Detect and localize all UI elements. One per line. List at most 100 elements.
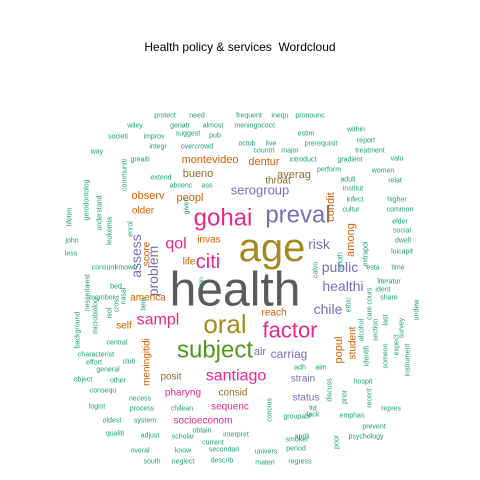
word-survey: survey: [399, 317, 406, 338]
word-posit: posit: [160, 372, 181, 383]
word-status: status: [293, 393, 320, 404]
word-undew: undew: [414, 299, 421, 321]
word-non: non: [199, 277, 206, 289]
word-recent: recent: [367, 388, 374, 408]
word-instrument: instrument: [405, 344, 412, 377]
word-air: air: [254, 346, 267, 358]
word-lack: lack: [307, 412, 320, 419]
word-live: live: [266, 141, 277, 148]
word-peopl: peopl: [177, 192, 204, 204]
word-treatment: treatment: [355, 148, 385, 155]
word-public: public: [322, 259, 359, 275]
word-alcohol: alcohol: [359, 318, 366, 341]
word-frequent: frequent: [236, 113, 262, 120]
word-calvo: calvo: [313, 262, 320, 278]
word-repres: repres: [381, 406, 401, 413]
word-characterist: characterist: [78, 352, 114, 359]
word-preval: preval: [265, 202, 330, 229]
word-gerodontolog: gerodontolog: [84, 179, 91, 220]
word-oral: oral: [203, 309, 246, 339]
word-life: life: [183, 257, 196, 268]
word-expect: expect: [394, 335, 401, 356]
word-pub: pub: [209, 133, 221, 140]
word-ethic: ethic: [346, 297, 353, 312]
word-observ: observ: [131, 190, 165, 202]
word-self: self: [116, 321, 132, 332]
word-qol: qol: [165, 236, 186, 253]
word-ltd: ltd: [309, 406, 317, 413]
word-understand: understand: [97, 195, 104, 230]
word-lifetim: lifetim: [67, 208, 74, 226]
word-among: among: [345, 223, 357, 257]
chart-title: Health policy & services Wordcloud: [144, 40, 336, 54]
word-discuss: discuss: [327, 378, 334, 402]
word-effort: effort: [86, 360, 102, 367]
word-system: system: [134, 418, 156, 425]
word-interpret: interpret: [223, 432, 249, 439]
word-ident: ident: [375, 287, 390, 294]
word-elder: elder: [392, 219, 408, 226]
word-aim: aim: [315, 365, 326, 372]
word-serogroup: serogroup: [231, 183, 290, 198]
word-institut: institut: [343, 186, 363, 193]
word-student: student: [348, 326, 359, 359]
word-identifi: identifi: [364, 345, 371, 366]
word-someon: someon: [383, 343, 390, 368]
word-protect: protect: [154, 113, 175, 120]
word-literatur: literatur: [377, 279, 401, 286]
word-microbiolog: microbiolog: [93, 298, 100, 334]
word-current: current: [202, 440, 224, 447]
word-prior: prior: [342, 389, 349, 404]
word-healthi: healthi: [322, 278, 363, 294]
word-almost: almost: [203, 123, 224, 130]
word-popul: popul: [333, 337, 345, 364]
word-regress: regress: [288, 459, 312, 466]
word-logist: logist: [89, 404, 105, 411]
word-communiti: communiti: [122, 159, 129, 191]
word-gohai: gohai: [194, 205, 253, 232]
word-general: general: [96, 367, 120, 374]
word-need: need: [189, 113, 205, 120]
word-meningococc: meningococc: [234, 123, 276, 130]
word-qualiti: qualiti: [106, 431, 125, 438]
word-report: report: [357, 138, 375, 145]
word-octob: octob: [238, 141, 255, 148]
word-improv: improv: [143, 134, 165, 141]
word-leukemia: leukemia: [107, 217, 114, 245]
word-geriatr: geriatr: [170, 123, 191, 130]
word-societi: societi: [108, 134, 128, 141]
word-secondari: secondari: [209, 447, 240, 454]
word-factor: factor: [262, 318, 317, 343]
word-cross: cross: [114, 295, 121, 312]
word-south: south: [143, 459, 160, 466]
word-hospit: hospit: [354, 379, 373, 386]
word-time: time: [391, 265, 404, 272]
word-pharyng: pharyng: [165, 388, 201, 399]
word-oldest: oldest: [103, 418, 122, 425]
word-consum: consum: [92, 265, 117, 272]
word-bed: bed: [110, 284, 122, 291]
word-less: less: [65, 251, 78, 258]
word-throat: throat: [265, 176, 291, 187]
word-adjust: adjust: [141, 433, 160, 440]
word-univers: univers: [255, 449, 278, 456]
word-dentur: dentur: [248, 156, 280, 168]
word-cours: cours: [367, 287, 374, 305]
word-emphas: emphas: [340, 413, 365, 420]
word-health: health: [170, 264, 301, 317]
word-necess: necess: [129, 396, 152, 403]
word-socioeconom: socioeconom: [174, 416, 233, 427]
word-psychology: psychology: [348, 434, 384, 441]
word-central: central: [106, 340, 127, 347]
word-age: age: [239, 226, 306, 270]
word-esta: esta: [366, 265, 379, 272]
word-ass: ass: [202, 183, 213, 190]
word-pronounc: pronounc: [295, 113, 325, 120]
word-greaiti: greaiti: [130, 157, 150, 164]
word-overcrowd: overcrowd: [181, 144, 213, 151]
word-neglect: neglect: [172, 459, 195, 466]
word-older: older: [132, 206, 155, 217]
word-perform: perform: [317, 167, 341, 174]
